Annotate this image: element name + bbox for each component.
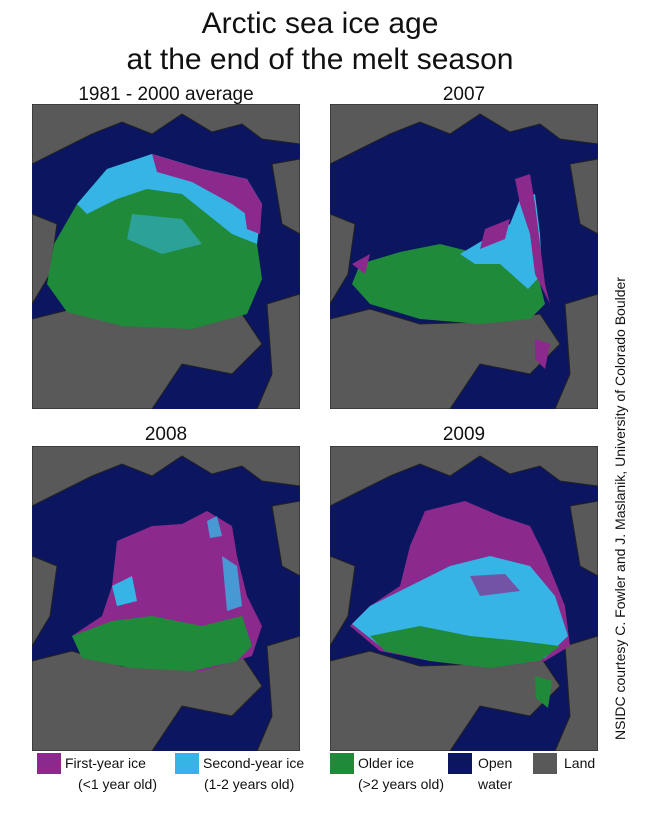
legend-swatch-first-year-ice <box>37 753 61 774</box>
legend-sublabel-first-year-ice: (<1 year old) <box>78 776 157 792</box>
legend-label-second-year-ice: Second-year ice <box>203 755 305 771</box>
legend-label-older-ice: Older ice <box>358 755 415 771</box>
legend-sublabel-open-water: water <box>478 776 513 792</box>
credit-text: NSIDC courtesy C. Fowler and J. Maslanik… <box>612 277 628 740</box>
legend-label-land: Land <box>564 755 596 771</box>
map-2008 <box>32 446 300 751</box>
title-line-2: at the end of the melt season <box>126 43 514 76</box>
panel-label-2007: 2007 <box>442 84 486 105</box>
legend-swatch-older-ice <box>330 753 354 774</box>
legend-sublabel-older-ice: (>2 years old) <box>358 776 444 792</box>
panel-label-avg: 1981 - 2000 average <box>78 84 254 105</box>
legend-swatch-second-year-ice <box>175 753 199 774</box>
map-2007 <box>330 104 598 409</box>
map-1981-2000-average <box>32 104 300 409</box>
panel-label-2008: 2008 <box>144 424 188 445</box>
legend-swatch-land <box>533 753 557 774</box>
map-2009 <box>330 446 598 751</box>
title-line-1: Arctic sea ice age <box>201 7 439 40</box>
legend-label-open-water: Open <box>478 755 513 771</box>
legend-label-first-year-ice: First-year ice <box>65 755 146 771</box>
legend-sublabel-second-year-ice: (1-2 years old) <box>204 776 295 792</box>
panel-label-2009: 2009 <box>442 424 486 445</box>
legend-swatch-open-water <box>448 753 472 774</box>
